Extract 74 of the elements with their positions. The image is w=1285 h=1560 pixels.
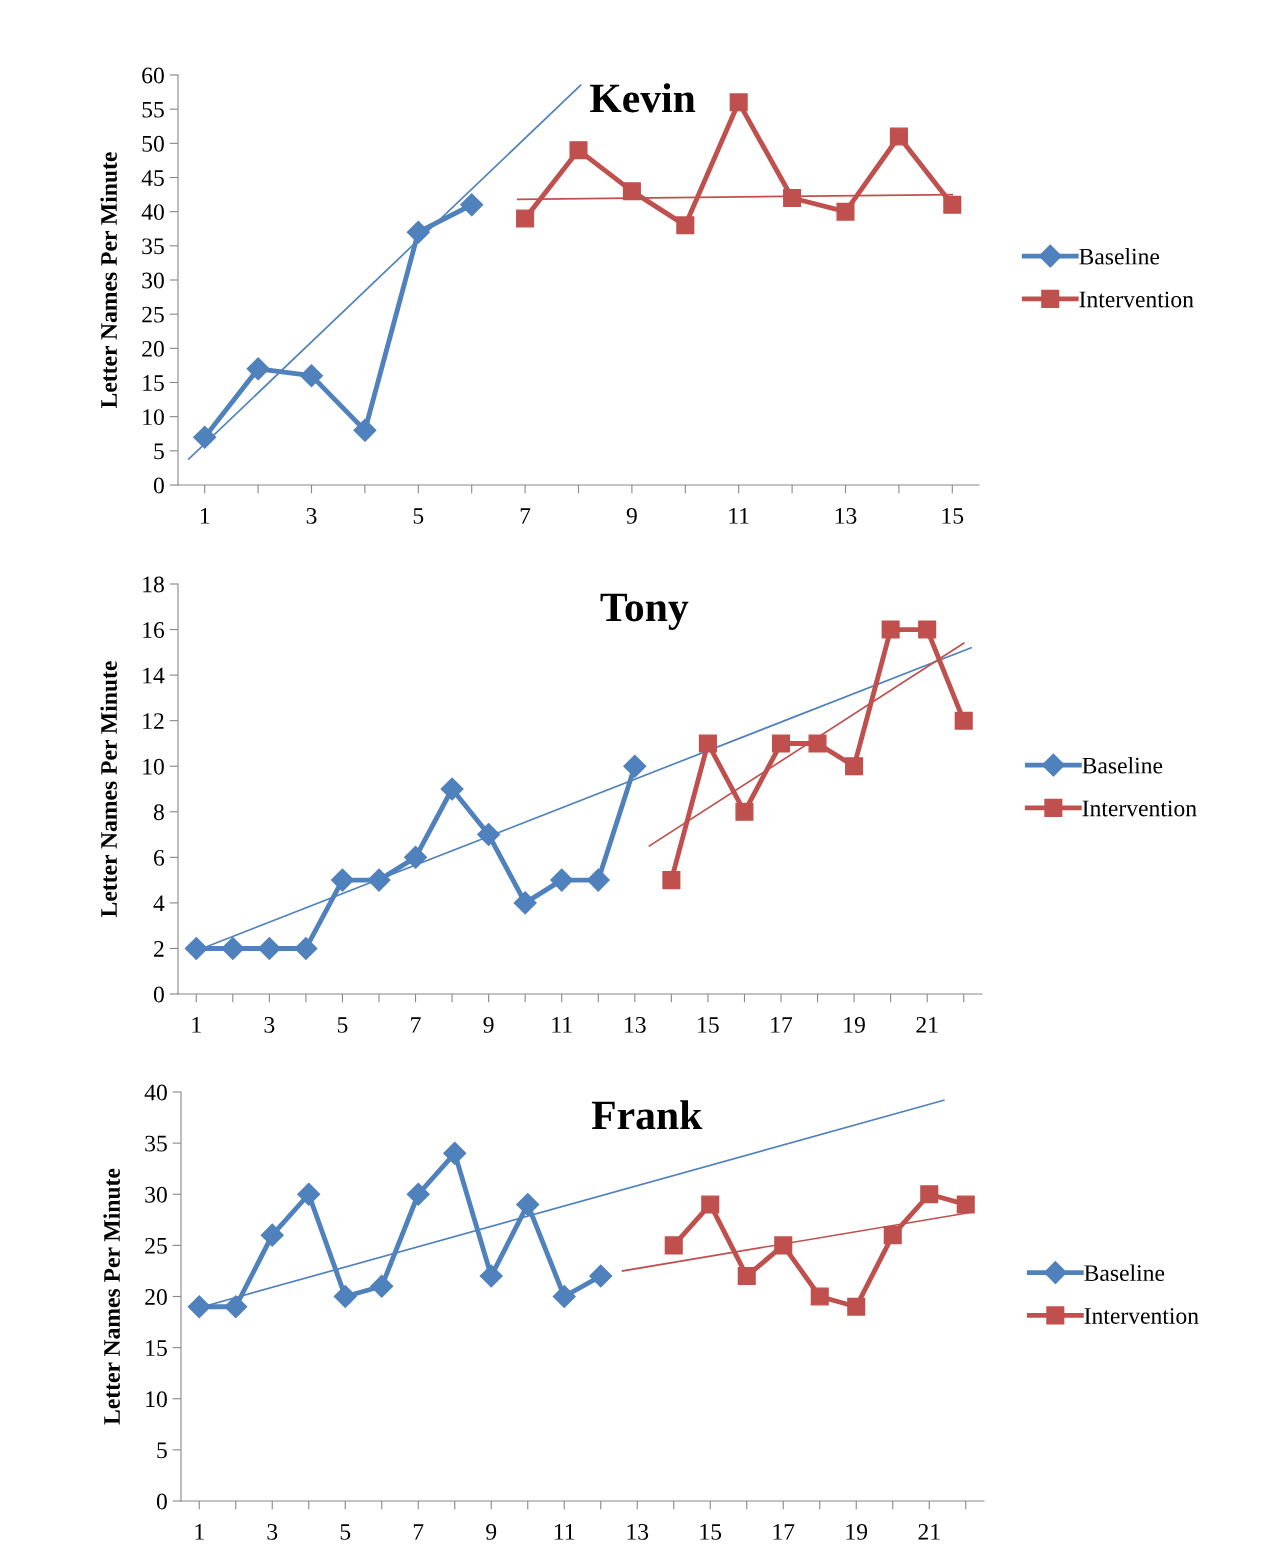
x-tick-label: 19 bbox=[844, 1016, 865, 1033]
x-tick-label: 7 bbox=[520, 508, 531, 524]
y-tick-label: 15 bbox=[143, 375, 164, 391]
y-tick-label: 40 bbox=[144, 1084, 167, 1101]
legend-label: Baseline bbox=[1082, 756, 1163, 774]
y-tick-label: 30 bbox=[145, 1186, 167, 1203]
legend-label: Intervention bbox=[1079, 291, 1194, 308]
x-tick-label: 5 bbox=[337, 1017, 348, 1033]
y-tick-label: 10 bbox=[143, 409, 164, 426]
x-tick-label: 1 bbox=[200, 508, 210, 524]
y-tick-label: 0 bbox=[153, 986, 164, 1003]
legend-label: Baseline bbox=[1079, 247, 1160, 265]
y-axis-title: Letter Names Per Minute bbox=[100, 661, 118, 918]
y-tick-label: 14 bbox=[143, 667, 165, 684]
y-tick-label: 10 bbox=[146, 1391, 167, 1408]
x-tick-label: 11 bbox=[554, 1524, 575, 1540]
y-tick-label: 5 bbox=[157, 1442, 167, 1459]
x-tick-label: 13 bbox=[835, 507, 857, 524]
y-tick-label: 45 bbox=[141, 170, 164, 186]
y-tick-label: 2 bbox=[154, 941, 164, 957]
y-axis-title: Letter Names Per Minute bbox=[103, 1168, 121, 1425]
x-tick-label: 1 bbox=[195, 1524, 204, 1540]
y-tick-label: 20 bbox=[145, 1288, 167, 1305]
y-tick-label: 5 bbox=[154, 443, 164, 460]
y-tick-label: 18 bbox=[143, 576, 164, 593]
x-tick-label: 9 bbox=[486, 1523, 497, 1540]
x-tick-label: 3 bbox=[264, 1016, 275, 1033]
y-tick-label: 10 bbox=[143, 758, 164, 775]
y-tick-label: 25 bbox=[142, 306, 164, 323]
y-tick-label: 50 bbox=[142, 135, 164, 152]
x-tick-label: 19 bbox=[846, 1523, 868, 1540]
y-tick-label: 0 bbox=[153, 477, 164, 494]
x-tick-label: 21 bbox=[918, 1523, 940, 1540]
y-tick-label: 12 bbox=[143, 713, 164, 729]
x-tick-label: 15 bbox=[700, 1524, 722, 1540]
y-tick-label: 35 bbox=[145, 1135, 167, 1152]
x-tick-label: 13 bbox=[627, 1523, 649, 1540]
x-tick-label: 1 bbox=[192, 1017, 201, 1033]
y-tick-label: 8 bbox=[153, 804, 164, 821]
x-tick-label: 11 bbox=[729, 508, 749, 524]
legend-label: Intervention bbox=[1082, 800, 1197, 817]
y-tick-label: 25 bbox=[145, 1237, 167, 1254]
x-tick-label: 3 bbox=[306, 507, 317, 524]
x-tick-label: 7 bbox=[413, 1524, 424, 1540]
y-tick-label: 35 bbox=[142, 238, 164, 255]
x-tick-label: 17 bbox=[773, 1524, 795, 1540]
y-tick-label: 16 bbox=[143, 622, 165, 638]
chart-title: Tony bbox=[600, 593, 689, 630]
y-tick-label: 4 bbox=[153, 895, 165, 912]
y-tick-label: 30 bbox=[142, 272, 164, 289]
x-tick-label: 11 bbox=[552, 1017, 572, 1033]
x-tick-label: 17 bbox=[771, 1017, 793, 1033]
chart-title: Kevin bbox=[590, 83, 696, 113]
y-tick-label: 55 bbox=[142, 101, 164, 118]
y-tick-label: 40 bbox=[141, 204, 164, 221]
x-tick-label: 3 bbox=[267, 1523, 278, 1540]
x-tick-label: 5 bbox=[340, 1524, 351, 1540]
chart-title: Frank bbox=[591, 1100, 703, 1130]
legend-label: Baseline bbox=[1084, 1264, 1165, 1282]
x-tick-label: 7 bbox=[411, 1017, 421, 1033]
y-tick-label: 20 bbox=[142, 340, 164, 357]
x-tick-label: 9 bbox=[626, 507, 637, 524]
y-tick-label: 0 bbox=[156, 1493, 167, 1510]
x-tick-label: 15 bbox=[698, 1017, 719, 1033]
x-tick-label: 21 bbox=[916, 1016, 938, 1033]
x-tick-label: 13 bbox=[625, 1016, 646, 1033]
x-tick-label: 5 bbox=[413, 508, 424, 524]
x-tick-label: 15 bbox=[942, 508, 964, 524]
y-tick-label: 15 bbox=[146, 1340, 167, 1357]
y-tick-label: 6 bbox=[154, 849, 165, 866]
y-axis-title: Letter Names Per Minute bbox=[100, 152, 118, 409]
legend-label: Intervention bbox=[1084, 1308, 1199, 1324]
x-tick-label: 9 bbox=[483, 1016, 494, 1033]
y-tick-label: 60 bbox=[142, 67, 164, 84]
